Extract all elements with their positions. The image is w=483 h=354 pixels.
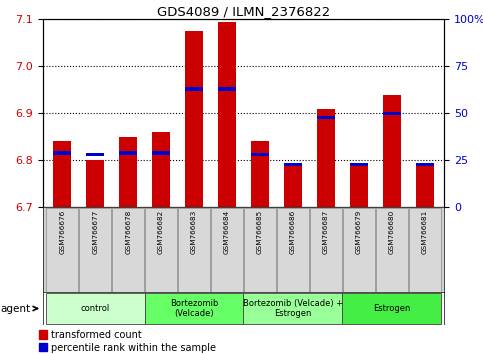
- Text: GSM766676: GSM766676: [59, 210, 65, 254]
- Bar: [415, 165, 434, 207]
- FancyBboxPatch shape: [243, 293, 342, 324]
- Bar: [86, 160, 104, 207]
- FancyBboxPatch shape: [145, 207, 177, 292]
- Text: Bortezomib
(Velcade): Bortezomib (Velcade): [170, 299, 218, 318]
- Text: GSM766685: GSM766685: [257, 210, 263, 254]
- Text: GSM766684: GSM766684: [224, 210, 230, 254]
- Text: GSM766686: GSM766686: [290, 210, 296, 254]
- Bar: [218, 22, 236, 207]
- Text: Estrogen: Estrogen: [373, 304, 411, 313]
- FancyBboxPatch shape: [112, 207, 144, 292]
- FancyBboxPatch shape: [79, 207, 111, 292]
- FancyBboxPatch shape: [211, 207, 243, 292]
- Bar: [350, 165, 368, 207]
- Bar: [185, 87, 203, 91]
- Bar: [86, 153, 104, 156]
- Bar: [284, 162, 302, 166]
- FancyBboxPatch shape: [343, 207, 375, 292]
- Bar: [53, 151, 71, 155]
- FancyBboxPatch shape: [244, 207, 276, 292]
- FancyBboxPatch shape: [409, 207, 440, 292]
- Bar: [383, 112, 401, 115]
- Bar: [119, 151, 137, 155]
- Bar: [251, 153, 269, 156]
- Text: control: control: [81, 304, 110, 313]
- Bar: [383, 95, 401, 207]
- FancyBboxPatch shape: [310, 207, 342, 292]
- Text: GSM766681: GSM766681: [422, 210, 427, 254]
- Text: agent: agent: [1, 303, 37, 314]
- Bar: [53, 142, 71, 207]
- FancyBboxPatch shape: [144, 293, 243, 324]
- FancyBboxPatch shape: [46, 293, 144, 324]
- Text: Bortezomib (Velcade) +
Estrogen: Bortezomib (Velcade) + Estrogen: [243, 299, 343, 318]
- Legend: transformed count, percentile rank within the sample: transformed count, percentile rank withi…: [39, 330, 216, 353]
- FancyBboxPatch shape: [376, 207, 408, 292]
- Bar: [350, 162, 368, 166]
- Bar: [185, 31, 203, 207]
- Bar: [415, 162, 434, 166]
- Text: GSM766687: GSM766687: [323, 210, 329, 254]
- Bar: [152, 132, 170, 207]
- FancyBboxPatch shape: [46, 207, 78, 292]
- Bar: [119, 137, 137, 207]
- Text: GSM766682: GSM766682: [158, 210, 164, 254]
- Bar: [317, 116, 335, 119]
- Title: GDS4089 / ILMN_2376822: GDS4089 / ILMN_2376822: [157, 5, 330, 18]
- FancyBboxPatch shape: [342, 293, 441, 324]
- Bar: [152, 151, 170, 155]
- Text: GSM766679: GSM766679: [355, 210, 362, 254]
- Text: GSM766677: GSM766677: [92, 210, 98, 254]
- FancyBboxPatch shape: [178, 207, 210, 292]
- Bar: [218, 87, 236, 91]
- FancyBboxPatch shape: [277, 207, 309, 292]
- Text: GSM766678: GSM766678: [125, 210, 131, 254]
- Bar: [251, 142, 269, 207]
- Text: GSM766680: GSM766680: [389, 210, 395, 254]
- Bar: [284, 165, 302, 207]
- Bar: [317, 109, 335, 207]
- Text: GSM766683: GSM766683: [191, 210, 197, 254]
